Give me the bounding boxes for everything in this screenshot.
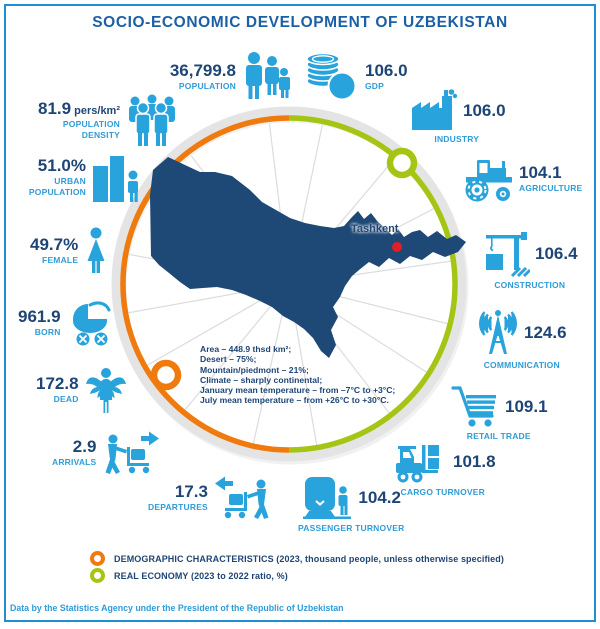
stat-arrivals: 2.9 ARRIVALS bbox=[52, 427, 161, 479]
stat-value: 2.9 bbox=[72, 437, 97, 457]
train-icon bbox=[303, 477, 352, 519]
stat-label: DEPARTURES bbox=[148, 502, 208, 513]
family-icon bbox=[246, 52, 290, 99]
economy-arc bbox=[288, 115, 458, 453]
stat-industry: 106.0 INDUSTRY bbox=[408, 88, 506, 144]
stat-cargo-turnover: 101.8 CARGO TURNOVER bbox=[390, 437, 496, 497]
stat-agriculture: 104.1 AGRICULTURE bbox=[462, 155, 582, 203]
country-info-line: July mean temperature – from +26°C to +3… bbox=[200, 395, 389, 406]
stat-label: CARGO TURNOVER bbox=[400, 487, 486, 497]
page-title: SOCIO-ECONOMIC DEVELOPMENT OF UZBEKISTAN bbox=[92, 14, 508, 31]
baby-pram-icon bbox=[72, 301, 111, 346]
stat-value: 961.9 bbox=[18, 307, 61, 327]
source-note: Data by the Statistics Agency under the … bbox=[10, 603, 344, 613]
legend-item-economy: REAL ECONOMY (2023 to 2022 ratio, %) bbox=[90, 567, 504, 584]
stat-value: 17.3 bbox=[174, 482, 208, 502]
stat-label: POPULATION DENSITY bbox=[62, 119, 121, 140]
stat-label: URBAN POPULATION bbox=[28, 176, 86, 197]
stat-value: 81.9 pers/km² bbox=[38, 99, 121, 119]
stat-label: FEMALE bbox=[42, 255, 79, 266]
uzbekistan-map bbox=[150, 157, 466, 358]
crowd-icon bbox=[129, 94, 176, 146]
stat-value: 104.2 bbox=[358, 487, 401, 507]
page-border bbox=[4, 4, 596, 622]
stat-label: BORN bbox=[34, 327, 61, 338]
stat-value: 106.0 bbox=[365, 61, 408, 81]
stat-label: POPULATION bbox=[178, 81, 236, 92]
stat-value: 106.0 bbox=[463, 100, 506, 120]
stat-label: DEAD bbox=[53, 394, 79, 405]
green-ring-icon bbox=[90, 568, 105, 583]
stat-label: COMMUNICATION bbox=[483, 360, 560, 370]
country-info-line: Climate – sharply continental; bbox=[200, 374, 323, 385]
arrival-luggage-icon bbox=[105, 431, 160, 474]
stat-urban-population: 51.0% URBAN POPULATION bbox=[22, 150, 143, 204]
stat-label: AGRICULTURE bbox=[519, 183, 583, 194]
stat-label: RETAIL TRADE bbox=[466, 431, 531, 441]
stat-dead: 172.8 DEAD bbox=[36, 366, 128, 414]
orange-ring-icon bbox=[90, 551, 105, 566]
stat-communication: 124.6 COMMUNICATION bbox=[477, 306, 567, 370]
country-info-line: January mean temperature – from –7°C to … bbox=[200, 385, 396, 396]
city-buildings-icon bbox=[93, 156, 138, 202]
stat-value: 109.1 bbox=[505, 396, 548, 416]
legend: DEMOGRAPHIC CHARACTERISTICS (2023, thous… bbox=[90, 550, 504, 584]
stat-label: CONSTRUCTION bbox=[494, 280, 566, 290]
stat-label: PASSENGER TURNOVER bbox=[298, 523, 405, 533]
economy-arc-marker bbox=[386, 147, 418, 179]
departure-luggage-icon bbox=[214, 476, 269, 519]
stat-passenger-turnover: 104.2 PASSENGER TURNOVER bbox=[298, 473, 404, 533]
crane-icon bbox=[486, 232, 530, 278]
tashkent-dot bbox=[392, 242, 402, 252]
legend-label: REAL ECONOMY (2023 to 2022 ratio, %) bbox=[114, 570, 288, 581]
stat-label: INDUSTRY bbox=[434, 134, 480, 144]
country-info-line: Mountain/piedmont – 21%; bbox=[200, 364, 309, 375]
stat-departures: 17.3 DEPARTURES bbox=[148, 472, 273, 524]
legend-item-demographic: DEMOGRAPHIC CHARACTERISTICS (2023, thous… bbox=[90, 550, 504, 567]
antenna-icon bbox=[478, 310, 518, 354]
coins-icon: $ bbox=[306, 52, 357, 101]
tractor-icon bbox=[465, 160, 512, 202]
stat-born: 961.9 BORN bbox=[18, 299, 116, 347]
stat-value: 172.8 bbox=[36, 374, 79, 394]
stat-female: 49.7% FEMALE bbox=[30, 226, 109, 276]
female-icon bbox=[87, 227, 105, 273]
svg-text:$: $ bbox=[337, 77, 347, 96]
stat-retail-trade: 109.1 RETAIL TRADE bbox=[450, 383, 548, 441]
stat-value: 101.8 bbox=[453, 451, 496, 471]
forklift-icon bbox=[396, 445, 439, 483]
country-info: Area – 448.9 thsd km²; Desert – 75%; Mou… bbox=[200, 344, 420, 406]
stat-label: GDP bbox=[365, 81, 385, 92]
stat-population: 36,799.8 POPULATION bbox=[156, 50, 293, 104]
stat-label: ARRIVALS bbox=[52, 457, 97, 468]
factory-icon bbox=[412, 89, 458, 130]
country-info-line: Desert – 75%; bbox=[200, 354, 257, 365]
angel-icon bbox=[85, 368, 126, 413]
stat-value: 104.1 bbox=[519, 163, 562, 183]
legend-label: DEMOGRAPHIC CHARACTERISTICS (2023, thous… bbox=[114, 553, 504, 564]
stat-population-density: 81.9 pers/km² POPULATION DENSITY bbox=[38, 92, 179, 148]
stat-value: 51.0% bbox=[37, 156, 86, 176]
stat-value: 124.6 bbox=[524, 322, 567, 342]
stat-value: 49.7% bbox=[30, 235, 79, 255]
stat-value: 106.4 bbox=[535, 243, 578, 263]
shopping-cart-icon bbox=[451, 386, 496, 427]
outer-ring bbox=[111, 106, 467, 462]
demographic-arc bbox=[120, 115, 290, 453]
stat-gdp: $ 106.0 GDP bbox=[302, 50, 408, 104]
demographic-arc-marker bbox=[150, 359, 182, 391]
tashkent-label: Tashkent bbox=[351, 223, 399, 235]
stat-construction: 106.4 CONSTRUCTION bbox=[482, 228, 578, 290]
country-info-line: Area – 448.9 thsd km²; bbox=[200, 344, 292, 354]
stat-value: 36,799.8 bbox=[169, 61, 236, 81]
